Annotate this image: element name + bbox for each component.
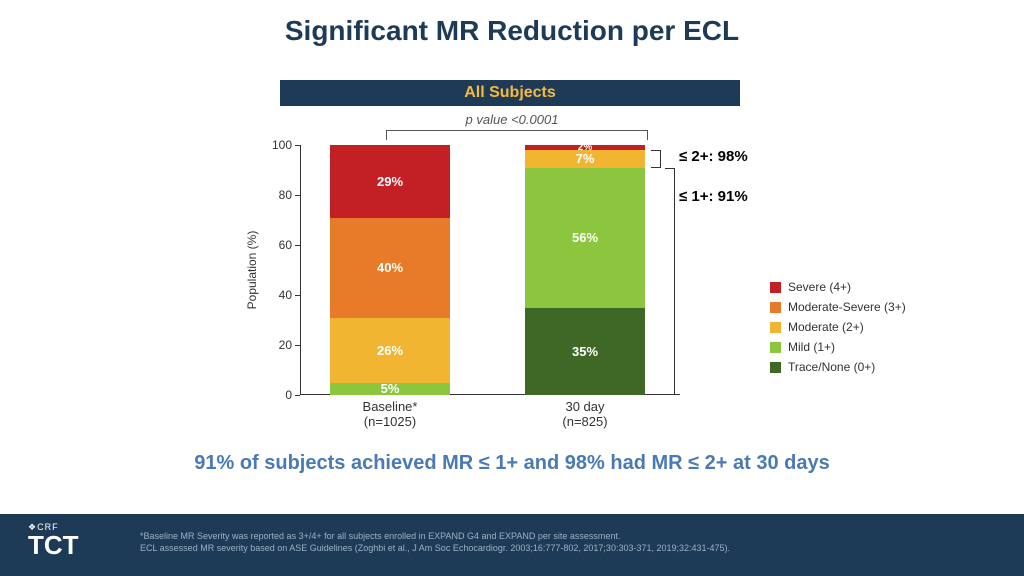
legend-swatch <box>770 282 781 293</box>
legend-item: Moderate-Severe (3+) <box>770 300 906 314</box>
legend-item: Severe (4+) <box>770 280 906 294</box>
annotation-text: ≤ 2+: 98% <box>679 148 748 165</box>
p-value-bracket <box>386 130 648 140</box>
y-tick-mark <box>295 295 300 296</box>
legend-label: Moderate (2+) <box>788 320 864 334</box>
legend-item: Mild (1+) <box>770 340 906 354</box>
slide-title: Significant MR Reduction per ECL <box>0 15 1024 47</box>
bar: 2%7%56%35% <box>525 145 645 395</box>
y-axis-label: Population (%) <box>245 145 265 395</box>
y-tick-label: 20 <box>260 338 292 352</box>
legend-item: Moderate (2+) <box>770 320 906 334</box>
tct-logo-text: TCT <box>28 533 79 557</box>
legend-swatch <box>770 302 781 313</box>
legend-label: Trace/None (0+) <box>788 360 875 374</box>
footer-logo: ❖CRF TCT <box>28 522 79 557</box>
y-tick-mark <box>295 345 300 346</box>
bar-segment-mod_severe: 40% <box>330 218 450 318</box>
y-tick-label: 40 <box>260 288 292 302</box>
annotation-text: ≤ 1+: 91% <box>679 188 748 205</box>
subtitle-banner: All Subjects <box>280 80 740 106</box>
bar: 29%40%26%5% <box>330 145 450 395</box>
footer: ❖CRF TCT *Baseline MR Severity was repor… <box>0 514 1024 576</box>
legend-swatch <box>770 342 781 353</box>
bar-segment-mild: 5% <box>330 383 450 396</box>
y-tick-label: 60 <box>260 238 292 252</box>
bar-segment-moderate: 7% <box>525 150 645 168</box>
bar-segment-severe: 29% <box>330 145 450 218</box>
y-tick-mark <box>295 245 300 246</box>
legend-swatch <box>770 362 781 373</box>
legend-swatch <box>770 322 781 333</box>
y-tick-mark <box>295 195 300 196</box>
highlight-text: 91% of subjects achieved MR ≤ 1+ and 98%… <box>0 452 1024 475</box>
legend-label: Mild (1+) <box>788 340 835 354</box>
y-tick-mark <box>295 395 300 396</box>
x-axis-label: 30 day(n=825) <box>505 399 665 429</box>
footnote: *Baseline MR Severity was reported as 3+… <box>140 530 730 554</box>
footnote-line1: *Baseline MR Severity was reported as 3+… <box>140 530 730 542</box>
annotation-bracket <box>665 168 675 396</box>
x-axis-label: Baseline*(n=1025) <box>310 399 470 429</box>
p-value-text: p value <0.0001 <box>0 112 1024 127</box>
bar-segment-mild: 56% <box>525 168 645 308</box>
legend: Severe (4+) Moderate-Severe (3+) Moderate … <box>770 280 906 380</box>
legend-item: Trace/None (0+) <box>770 360 906 374</box>
y-tick-label: 100 <box>260 138 292 152</box>
bar-segment-trace: 35% <box>525 308 645 396</box>
annotation-bracket <box>651 150 661 168</box>
y-axis-line <box>300 145 301 395</box>
legend-label: Moderate-Severe (3+) <box>788 300 906 314</box>
y-tick-label: 0 <box>260 388 292 402</box>
y-tick-mark <box>295 145 300 146</box>
bar-segment-moderate: 26% <box>330 318 450 383</box>
stacked-bar-chart: 02040608010029%40%26%5%Baseline*(n=1025)… <box>300 145 680 395</box>
footnote-line2: ECL assessed MR severity based on ASE Gu… <box>140 542 730 554</box>
y-tick-label: 80 <box>260 188 292 202</box>
legend-label: Severe (4+) <box>788 280 851 294</box>
slide: Significant MR Reduction per ECL All Sub… <box>0 0 1024 576</box>
